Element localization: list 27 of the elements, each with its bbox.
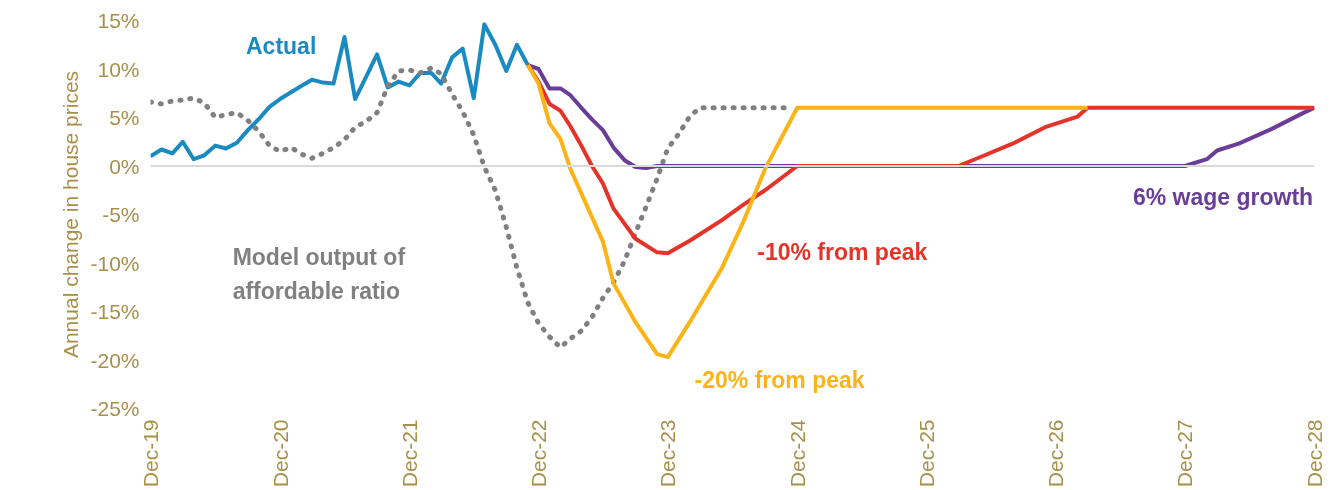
x-tick-label: Dec-20 — [268, 419, 292, 488]
series-label: 6% wage growth — [1132, 184, 1314, 211]
y-tick-label: -20% — [90, 348, 140, 372]
x-tick-label: Dec-26 — [1044, 419, 1068, 488]
series-label: -10% from peak — [757, 239, 928, 266]
line-series — [525, 63, 1090, 360]
y-tick-label: -25% — [90, 397, 140, 420]
x-tick-label: Dec-19 — [139, 419, 162, 488]
x-tick-label: Dec-28 — [1303, 419, 1326, 488]
x-tick-label: Dec-22 — [527, 419, 550, 488]
y-tick-label: 10% — [97, 57, 140, 81]
series-label: -20% from peak — [694, 367, 865, 394]
text: Model output of affordable ratio — [232, 244, 406, 305]
x-tick-label: Dec-27 — [1173, 419, 1197, 488]
y-tick-label: 15% — [97, 9, 140, 32]
y-axis-title: Annual change in house prices — [59, 70, 83, 359]
series-label: Actual — [245, 32, 317, 59]
x-tick-label: Dec-21 — [397, 419, 421, 488]
y-tick-label: -10% — [90, 251, 140, 275]
line-series — [150, 22, 530, 162]
x-tick-label: Dec-24 — [785, 419, 809, 488]
y-tick-label: -15% — [90, 300, 140, 323]
y-tick-label: 0% — [109, 154, 140, 178]
y-tick-label: 5% — [109, 106, 140, 129]
x-tick-label: Dec-25 — [915, 419, 938, 488]
y-tick-label: -5% — [102, 203, 140, 226]
x-tick-label: Dec-23 — [656, 419, 680, 488]
